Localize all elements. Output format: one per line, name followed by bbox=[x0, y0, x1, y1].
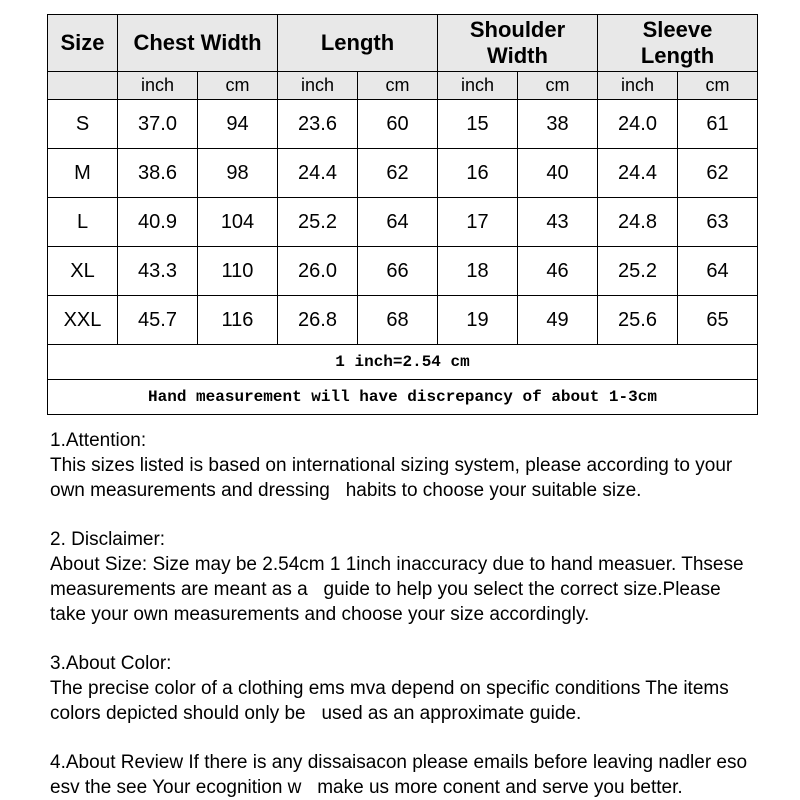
unit-cell-shoulder-inch: inch bbox=[437, 71, 518, 100]
cell-sleeve-cm: 63 bbox=[677, 197, 758, 247]
note-about-color: 3.About Color: The precise color of a cl… bbox=[50, 653, 729, 724]
cell-shoulder-cm: 40 bbox=[517, 148, 598, 198]
cell-chest-inch: 37.0 bbox=[117, 99, 198, 149]
cell-sleeve-inch: 24.8 bbox=[597, 197, 678, 247]
cell-size: XXL bbox=[47, 295, 118, 345]
cell-shoulder-cm: 43 bbox=[517, 197, 598, 247]
cell-sleeve-cm: 62 bbox=[677, 148, 758, 198]
cell-length-inch: 25.2 bbox=[277, 197, 358, 247]
cell-sleeve-cm: 64 bbox=[677, 246, 758, 296]
cell-length-inch: 23.6 bbox=[277, 99, 358, 149]
unit-cell-chest-cm: cm bbox=[197, 71, 278, 100]
cell-shoulder-inch: 19 bbox=[437, 295, 518, 345]
header-shoulder-width: Shoulder Width bbox=[437, 14, 598, 72]
cell-length-cm: 62 bbox=[357, 148, 438, 198]
size-chart-table: Size Chest Width Length Shoulder Width S… bbox=[47, 14, 758, 415]
footnote-row-tolerance: Hand measurement will have discrepancy o… bbox=[47, 379, 758, 415]
cell-sleeve-inch: 25.6 bbox=[597, 295, 678, 345]
cell-length-inch: 26.0 bbox=[277, 246, 358, 296]
header-sleeve-length: Sleeve Length bbox=[597, 14, 758, 72]
unit-cell-chest-inch: inch bbox=[117, 71, 198, 100]
cell-sleeve-cm: 65 bbox=[677, 295, 758, 345]
footnote-conversion: 1 inch=2.54 cm bbox=[47, 344, 758, 380]
unit-cell-length-inch: inch bbox=[277, 71, 358, 100]
cell-chest-inch: 45.7 bbox=[117, 295, 198, 345]
cell-shoulder-inch: 17 bbox=[437, 197, 518, 247]
cell-shoulder-cm: 38 bbox=[517, 99, 598, 149]
cell-chest-cm: 104 bbox=[197, 197, 278, 247]
cell-length-cm: 64 bbox=[357, 197, 438, 247]
cell-length-inch: 24.4 bbox=[277, 148, 358, 198]
cell-shoulder-cm: 46 bbox=[517, 246, 598, 296]
notes-section: 1.Attention: This sizes listed is based … bbox=[50, 428, 794, 800]
cell-shoulder-inch: 15 bbox=[437, 99, 518, 149]
note-attention: 1.Attention: This sizes listed is based … bbox=[50, 430, 733, 501]
cell-sleeve-inch: 25.2 bbox=[597, 246, 678, 296]
cell-size: M bbox=[47, 148, 118, 198]
cell-length-inch: 26.8 bbox=[277, 295, 358, 345]
note-disclaimer: 2. Disclaimer: About Size: Size may be 2… bbox=[50, 529, 744, 625]
cell-chest-cm: 116 bbox=[197, 295, 278, 345]
unit-cell-sleeve-inch: inch bbox=[597, 71, 678, 100]
cell-shoulder-cm: 49 bbox=[517, 295, 598, 345]
cell-chest-inch: 40.9 bbox=[117, 197, 198, 247]
cell-sleeve-cm: 61 bbox=[677, 99, 758, 149]
size-row-l: L 40.9 104 25.2 64 17 43 24.8 63 bbox=[47, 197, 758, 247]
header-chest-width: Chest Width bbox=[117, 14, 278, 72]
footnote-tolerance: Hand measurement will have discrepancy o… bbox=[47, 379, 758, 415]
header-group-row: Size Chest Width Length Shoulder Width S… bbox=[47, 14, 758, 72]
cell-shoulder-inch: 16 bbox=[437, 148, 518, 198]
footnote-row-conversion: 1 inch=2.54 cm bbox=[47, 344, 758, 380]
cell-chest-cm: 94 bbox=[197, 99, 278, 149]
cell-shoulder-inch: 18 bbox=[437, 246, 518, 296]
unit-cell-empty bbox=[47, 71, 118, 100]
cell-size: L bbox=[47, 197, 118, 247]
cell-chest-inch: 43.3 bbox=[117, 246, 198, 296]
cell-length-cm: 60 bbox=[357, 99, 438, 149]
header-unit-row: inch cm inch cm inch cm inch cm bbox=[47, 71, 758, 100]
cell-chest-cm: 110 bbox=[197, 246, 278, 296]
size-row-m: M 38.6 98 24.4 62 16 40 24.4 62 bbox=[47, 148, 758, 198]
cell-sleeve-inch: 24.4 bbox=[597, 148, 678, 198]
size-row-xl: XL 43.3 110 26.0 66 18 46 25.2 64 bbox=[47, 246, 758, 296]
header-length: Length bbox=[277, 14, 438, 72]
header-size: Size bbox=[47, 14, 118, 72]
cell-size: S bbox=[47, 99, 118, 149]
cell-chest-inch: 38.6 bbox=[117, 148, 198, 198]
cell-length-cm: 68 bbox=[357, 295, 438, 345]
cell-length-cm: 66 bbox=[357, 246, 438, 296]
cell-sleeve-inch: 24.0 bbox=[597, 99, 678, 149]
unit-cell-shoulder-cm: cm bbox=[517, 71, 598, 100]
note-about-review: 4.About Review If there is any dissaisac… bbox=[50, 752, 748, 798]
cell-chest-cm: 98 bbox=[197, 148, 278, 198]
unit-cell-sleeve-cm: cm bbox=[677, 71, 758, 100]
unit-cell-length-cm: cm bbox=[357, 71, 438, 100]
size-row-xxl: XXL 45.7 116 26.8 68 19 49 25.6 65 bbox=[47, 295, 758, 345]
cell-size: XL bbox=[47, 246, 118, 296]
size-row-s: S 37.0 94 23.6 60 15 38 24.0 61 bbox=[47, 99, 758, 149]
